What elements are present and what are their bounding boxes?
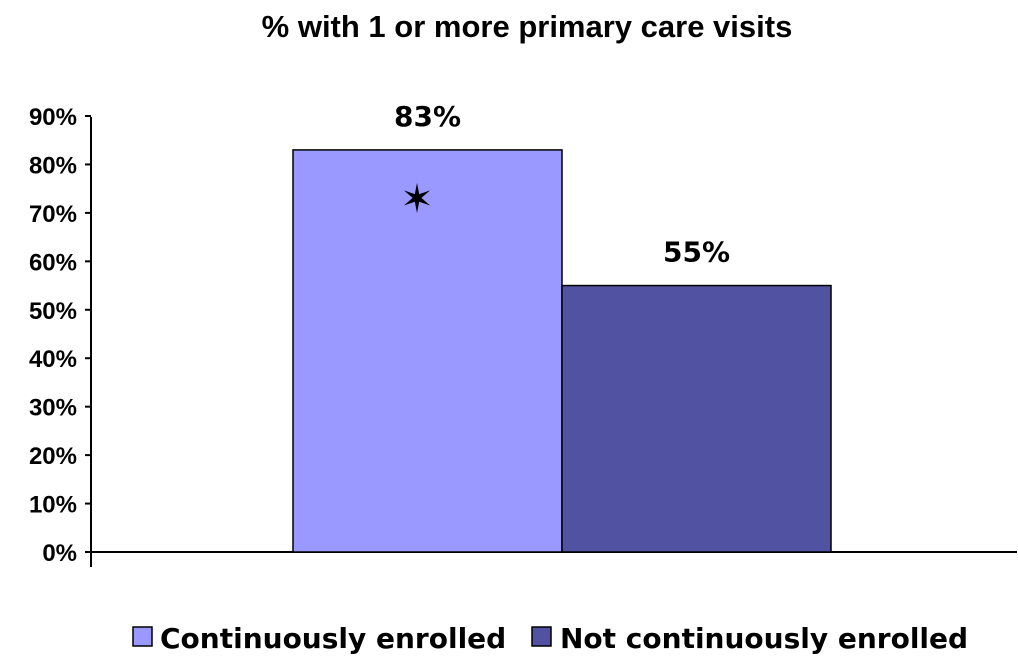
legend-label: Continuously enrolled	[160, 622, 506, 655]
data-label: 55%	[663, 236, 730, 269]
y-tick-label: 20%	[29, 443, 77, 470]
legend-swatch	[531, 626, 552, 647]
y-axis-ticks: 0% 10% 20% 30% 40% 50% 60% 70% 80% 90%	[29, 104, 91, 567]
bars	[292, 149, 832, 553]
y-tick-label: 0%	[42, 540, 77, 567]
legend-label: Not continuously enrolled	[560, 622, 968, 655]
y-tick-label: 70%	[29, 201, 77, 228]
y-tick-label: 90%	[29, 104, 77, 131]
chart-title: % with 1 or more primary care visits	[262, 9, 793, 44]
y-tick-label: 10%	[29, 492, 77, 519]
data-labels: 83% 55% ✶	[394, 100, 730, 269]
legend: Continuously enrolled Not continuously en…	[132, 622, 968, 655]
significance-star-icon: ✶	[400, 176, 434, 222]
y-tick-label: 50%	[29, 298, 77, 325]
y-tick-label: 80%	[29, 152, 77, 179]
bar-not-continuously-enrolled	[561, 284, 832, 553]
y-tick-label: 30%	[29, 395, 77, 422]
y-tick-label: 60%	[29, 249, 77, 276]
bar-continuously-enrolled	[292, 149, 563, 553]
data-label: 83%	[394, 100, 461, 133]
legend-swatch	[132, 626, 153, 647]
y-tick-label: 40%	[29, 346, 77, 373]
